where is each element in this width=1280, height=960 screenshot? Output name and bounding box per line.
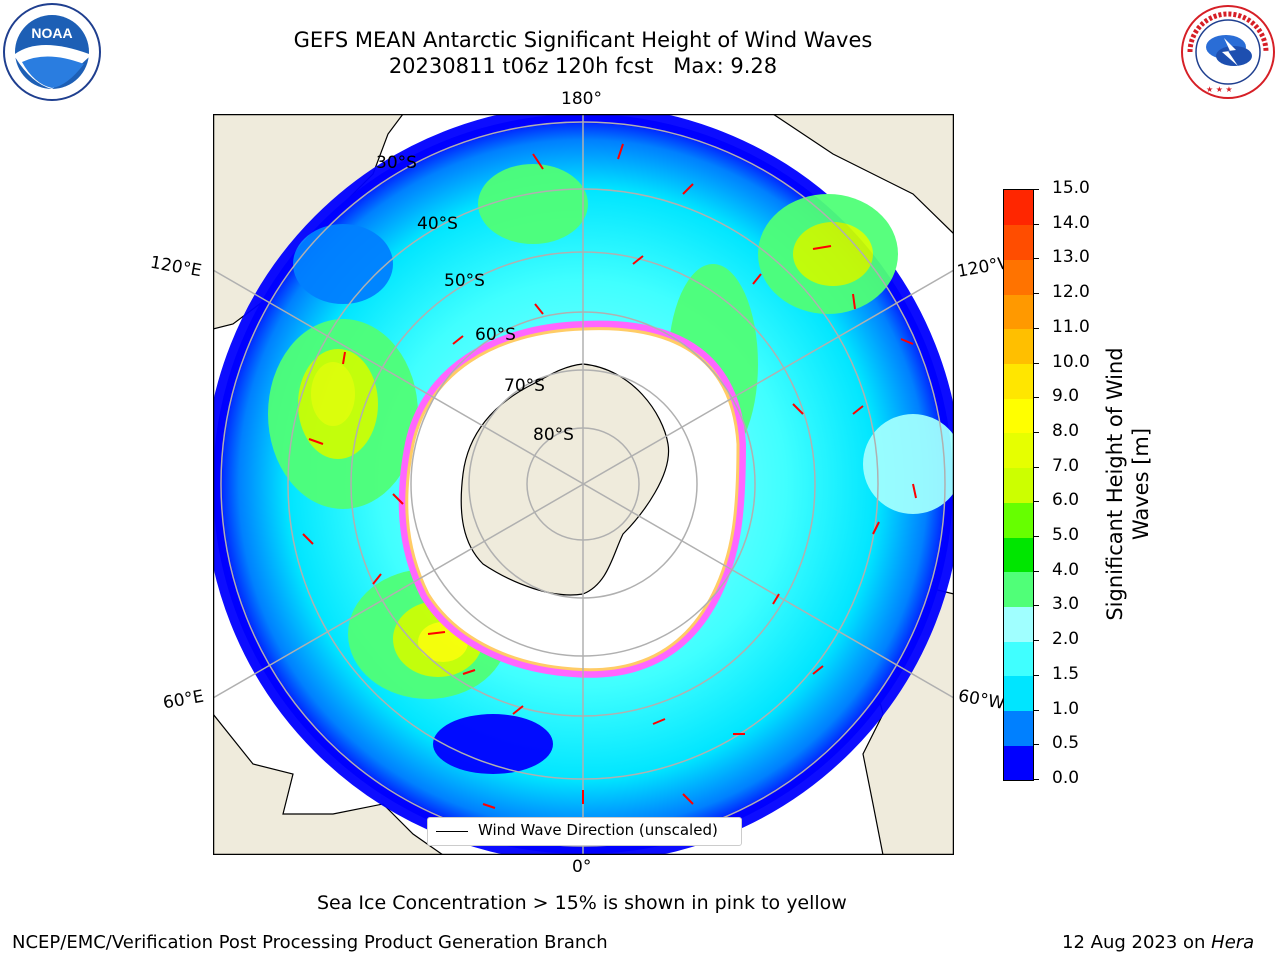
lat-label-60s: 60°S: [475, 325, 516, 345]
map-legend: Wind Wave Direction (unscaled): [427, 817, 742, 846]
colorbar-tick-mark: [1033, 189, 1039, 190]
colorbar-tick-label: 0.0: [1052, 768, 1080, 788]
colorbar-tick-label: 0.5: [1052, 733, 1080, 754]
colorbar-tick-mark: [1033, 640, 1039, 642]
colorbar-segment: [1004, 641, 1033, 677]
colorbar-segment: [1004, 467, 1033, 503]
colorbar-segment: [1004, 224, 1033, 260]
colorbar-segment: [1004, 745, 1033, 781]
colorbar-segment: [1004, 259, 1033, 295]
colorbar-tick-mark: [1033, 431, 1039, 433]
noaa-logo: NOAA: [2, 2, 102, 102]
colorbar-tick-label: 8.0: [1052, 420, 1080, 441]
colorbar-tick-mark: [1033, 674, 1039, 676]
legend-line-icon: [436, 831, 468, 832]
colorbar-tick-label: 9.0: [1052, 386, 1080, 407]
colorbar-tick-mark: [1033, 293, 1039, 295]
credit-left: NCEP/EMC/Verification Post Processing Pr…: [12, 932, 608, 953]
colorbar-segment: [1004, 675, 1033, 712]
colorbar-tick-mark: [1033, 362, 1039, 364]
colorbar-segment: [1004, 502, 1033, 538]
colorbar-tick-label: 6.0: [1052, 490, 1080, 511]
noaa-logo-text: NOAA: [31, 25, 72, 41]
colorbar-tick-label: 10.0: [1052, 351, 1090, 372]
nws-logo: ★ ★ ★: [1178, 2, 1278, 102]
lon-label-left-lower: 60°E: [161, 686, 206, 714]
colorbar-label: Significant Height of Wind Waves [m]: [1102, 324, 1154, 644]
colorbar-tick-label: 2.0: [1052, 629, 1080, 650]
colorbar-tick-mark: [1033, 744, 1039, 746]
colorbar-tick-mark: [1033, 466, 1039, 468]
colorbar-tick-label: 7.0: [1052, 455, 1080, 476]
colorbar-tick-label: 5.0: [1052, 525, 1080, 546]
colorbar-segment: [1004, 190, 1033, 226]
colorbar-tick-mark: [1033, 327, 1039, 329]
colorbar-tick-label: 13.0: [1052, 247, 1090, 268]
colorbar-tick-label: 3.0: [1052, 594, 1080, 615]
colorbar-tick-label: 1.0: [1052, 698, 1080, 719]
credit-right: 12 Aug 2023 on Hera: [1062, 932, 1254, 953]
colorbar-tick-mark: [1033, 570, 1039, 572]
colorbar-segment: [1004, 398, 1033, 434]
lon-label-top: 180°: [561, 89, 602, 109]
legend-label: Wind Wave Direction (unscaled): [478, 821, 718, 839]
colorbar-tick-mark: [1033, 709, 1039, 711]
colorbar-segment: [1004, 328, 1033, 365]
lat-label-30s: 30°S: [376, 153, 417, 173]
colorbar-tick-mark: [1033, 536, 1039, 538]
colorbar-segment: [1004, 710, 1033, 746]
lat-label-40s: 40°S: [417, 214, 458, 234]
colorbar-tick-label: 11.0: [1052, 316, 1090, 337]
colorbar-tick-mark: [1033, 779, 1039, 780]
lat-label-50s: 50°S: [444, 271, 485, 291]
graticule: [213, 114, 954, 855]
lon-label-bottom: 0°: [572, 857, 592, 877]
colorbar-tick-mark: [1033, 397, 1039, 399]
plot-title-line-2: 20230811 t06z 120h fcst Max: 9.28: [388, 54, 778, 78]
colorbar-tick-mark: [1033, 223, 1039, 225]
colorbar-label-text: Significant Height of Wind Waves [m]: [1103, 347, 1153, 621]
lat-label-70s: 70°S: [504, 376, 545, 396]
colorbar-tick-label: 4.0: [1052, 559, 1080, 580]
colorbar-tick-mark: [1033, 501, 1039, 503]
colorbar-tick-label: 14.0: [1052, 212, 1090, 233]
colorbar-tick-label: 1.5: [1052, 663, 1080, 684]
lat-label-80s: 80°S: [533, 425, 574, 445]
colorbar-tick-label: 12.0: [1052, 282, 1090, 303]
credit-machine: Hera: [1211, 932, 1255, 953]
colorbar: [1003, 189, 1034, 781]
colorbar-segment: [1004, 537, 1033, 573]
sea-ice-note: Sea Ice Concentration > 15% is shown in …: [317, 892, 847, 914]
colorbar-segment: [1004, 294, 1033, 330]
colorbar-tick-mark: [1033, 605, 1039, 607]
svg-text:★ ★ ★: ★ ★ ★: [1206, 85, 1233, 94]
credit-date: 12 Aug 2023 on: [1062, 932, 1212, 953]
colorbar-tick-mark: [1033, 258, 1039, 260]
colorbar-segment: [1004, 606, 1033, 642]
wind-wave-arrows: [302, 143, 917, 809]
map-frame: [212, 113, 955, 856]
plot-title-line-1: GEFS MEAN Antarctic Significant Height o…: [293, 28, 873, 52]
colorbar-segment: [1004, 432, 1033, 469]
colorbar-tick-label: 15.0: [1052, 178, 1090, 198]
colorbar-segment: [1004, 571, 1033, 607]
lon-label-left-upper: 120°E: [148, 252, 204, 282]
lon-label-right-lower: 60°W: [956, 686, 1007, 714]
colorbar-segment: [1004, 363, 1033, 399]
